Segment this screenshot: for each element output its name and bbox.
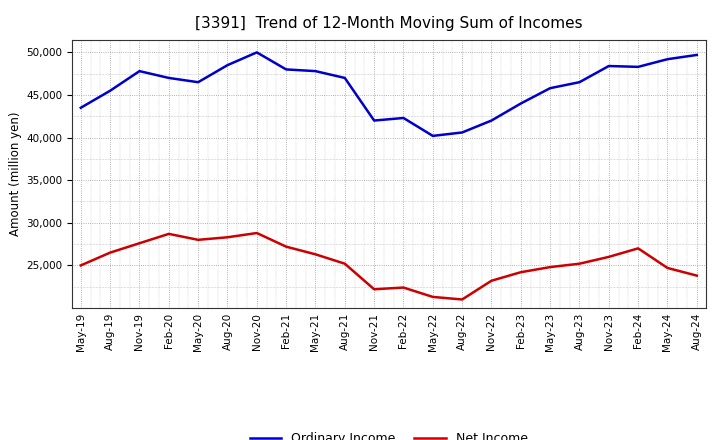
Net Income bbox=[663, 265, 672, 271]
Ordinary Income bbox=[341, 75, 349, 81]
Net Income bbox=[282, 244, 290, 249]
Ordinary Income bbox=[253, 50, 261, 55]
Legend: Ordinary Income, Net Income: Ordinary Income, Net Income bbox=[245, 427, 533, 440]
Net Income bbox=[223, 235, 232, 240]
Ordinary Income bbox=[370, 118, 379, 123]
Ordinary Income bbox=[663, 57, 672, 62]
Ordinary Income bbox=[634, 64, 642, 70]
Ordinary Income bbox=[194, 80, 202, 85]
Net Income bbox=[135, 241, 144, 246]
Net Income bbox=[546, 264, 554, 270]
Net Income bbox=[370, 286, 379, 292]
Net Income bbox=[516, 270, 525, 275]
Net Income bbox=[399, 285, 408, 290]
Y-axis label: Amount (million yen): Amount (million yen) bbox=[9, 112, 22, 236]
Ordinary Income bbox=[516, 101, 525, 106]
Ordinary Income bbox=[487, 118, 496, 123]
Ordinary Income bbox=[605, 63, 613, 69]
Net Income bbox=[164, 231, 173, 237]
Ordinary Income bbox=[76, 105, 85, 110]
Ordinary Income bbox=[693, 52, 701, 58]
Net Income bbox=[76, 263, 85, 268]
Net Income bbox=[693, 273, 701, 278]
Net Income bbox=[311, 252, 320, 257]
Ordinary Income bbox=[282, 67, 290, 72]
Line: Net Income: Net Income bbox=[81, 233, 697, 300]
Ordinary Income bbox=[164, 75, 173, 81]
Net Income bbox=[458, 297, 467, 302]
Net Income bbox=[106, 250, 114, 255]
Ordinary Income bbox=[428, 133, 437, 139]
Ordinary Income bbox=[135, 69, 144, 74]
Net Income bbox=[253, 231, 261, 236]
Ordinary Income bbox=[106, 88, 114, 93]
Ordinary Income bbox=[575, 80, 584, 85]
Ordinary Income bbox=[311, 69, 320, 74]
Ordinary Income bbox=[223, 62, 232, 68]
Line: Ordinary Income: Ordinary Income bbox=[81, 52, 697, 136]
Ordinary Income bbox=[399, 115, 408, 121]
Ordinary Income bbox=[458, 130, 467, 135]
Net Income bbox=[605, 254, 613, 260]
Net Income bbox=[634, 246, 642, 251]
Net Income bbox=[194, 237, 202, 242]
Net Income bbox=[575, 261, 584, 266]
Net Income bbox=[487, 278, 496, 283]
Net Income bbox=[341, 261, 349, 266]
Net Income bbox=[428, 294, 437, 300]
Title: [3391]  Trend of 12-Month Moving Sum of Incomes: [3391] Trend of 12-Month Moving Sum of I… bbox=[195, 16, 582, 32]
Ordinary Income bbox=[546, 85, 554, 91]
